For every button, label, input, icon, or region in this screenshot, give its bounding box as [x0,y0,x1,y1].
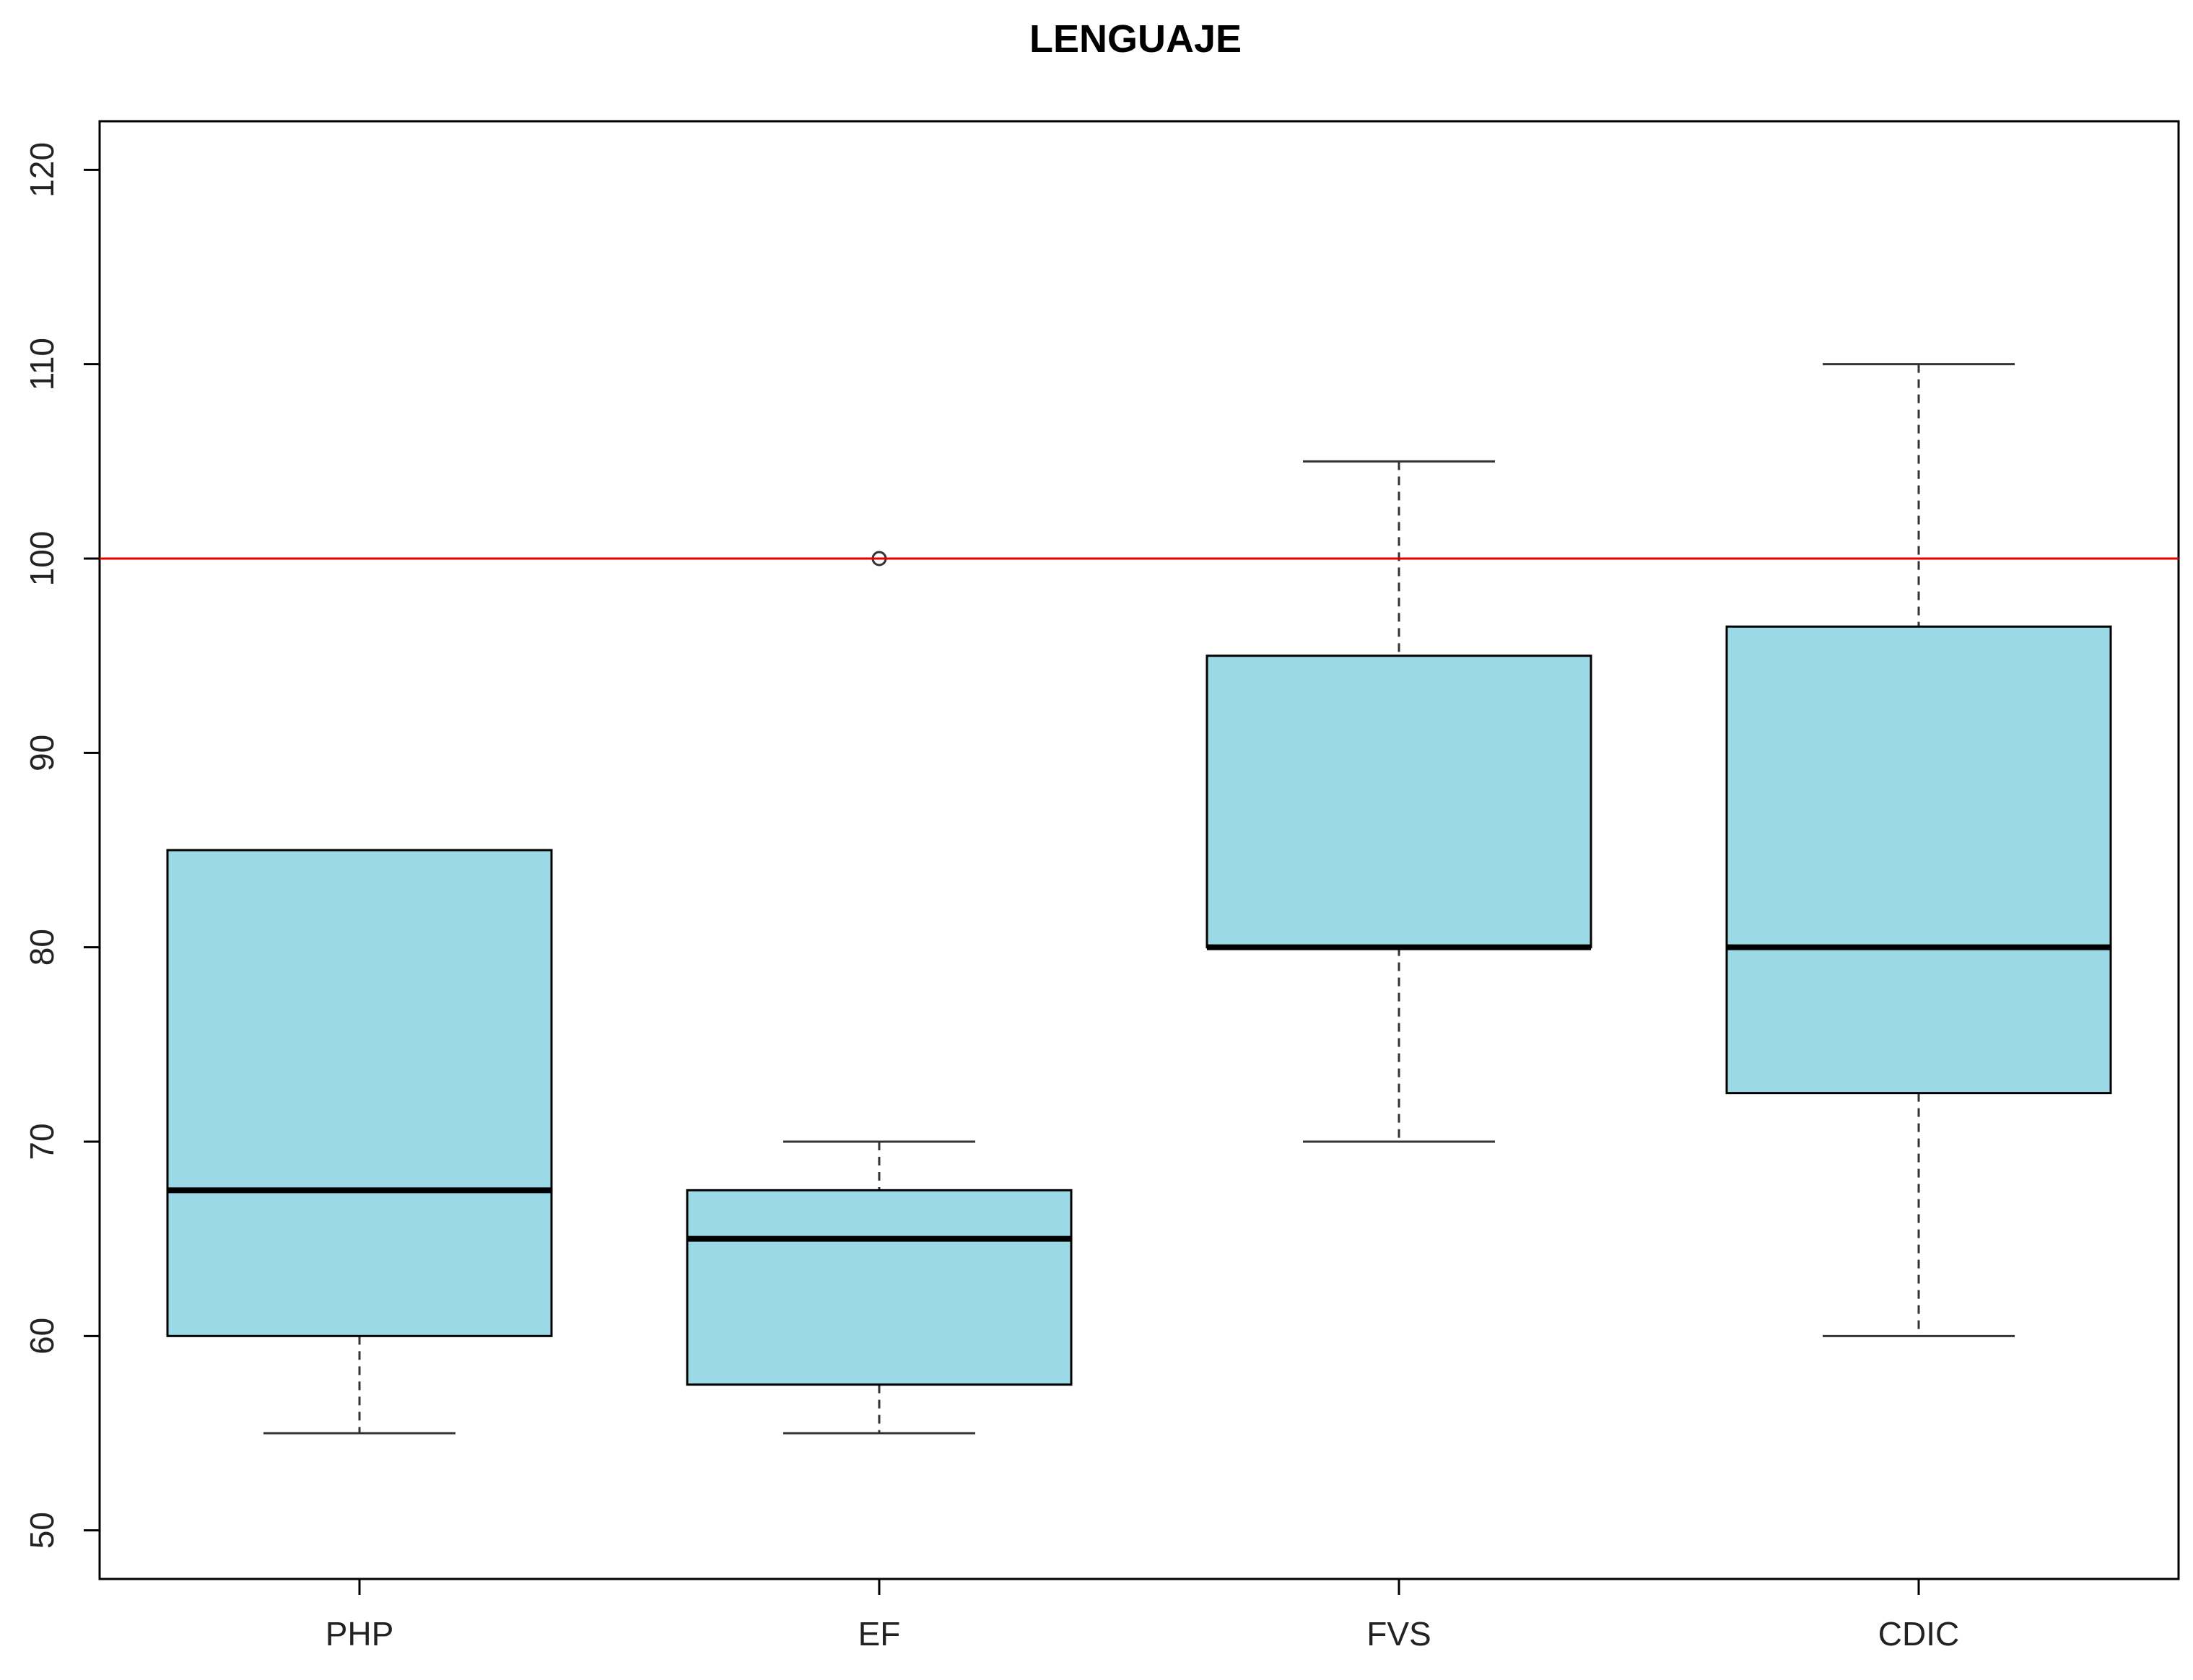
iqr-box [686,1189,1073,1386]
box-group-php [166,849,553,1435]
y-tick-label: 50 [23,1512,61,1549]
iqr-box [1206,655,1592,949]
y-tick-label: 100 [23,531,61,587]
iqr-box [166,849,553,1337]
box-group-ef [686,551,1073,1435]
y-tick-label: 90 [23,735,61,771]
y-tick-label: 60 [23,1318,61,1355]
y-tick-label: 120 [23,142,61,198]
boxes-layer [166,363,2112,1435]
x-axis: PHP EF FVS CDIC [326,1579,1959,1653]
y-tick-label: 80 [23,929,61,966]
chart-title: LENGUAJE [1029,17,1242,61]
x-tick-label: PHP [326,1615,394,1653]
plot-frame [98,120,2180,1580]
y-tick-label: 70 [23,1123,61,1160]
x-tick-label: CDIC [1878,1615,1959,1653]
box-group-cdic [1725,363,2112,1337]
x-tick-label: EF [858,1615,901,1653]
y-tick-label: 110 [23,338,61,390]
x-tick-label: FVS [1366,1615,1431,1653]
box-group-fvs [1206,460,1592,1143]
iqr-box [1725,625,2112,1095]
y-axis: 50 60 70 80 90 100 110 120 [23,142,100,1549]
